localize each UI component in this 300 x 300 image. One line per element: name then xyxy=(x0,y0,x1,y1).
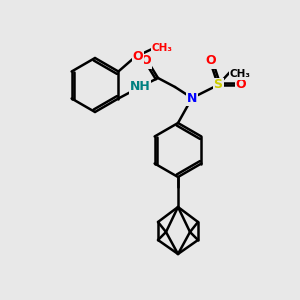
Text: CH₃: CH₃ xyxy=(230,69,250,79)
Text: NH: NH xyxy=(130,80,150,94)
Text: CH₃: CH₃ xyxy=(152,43,172,53)
Text: N: N xyxy=(187,92,197,104)
Text: O: O xyxy=(133,50,143,64)
Text: O: O xyxy=(236,79,246,92)
Text: O: O xyxy=(141,55,151,68)
Text: S: S xyxy=(214,79,223,92)
Text: O: O xyxy=(206,55,216,68)
